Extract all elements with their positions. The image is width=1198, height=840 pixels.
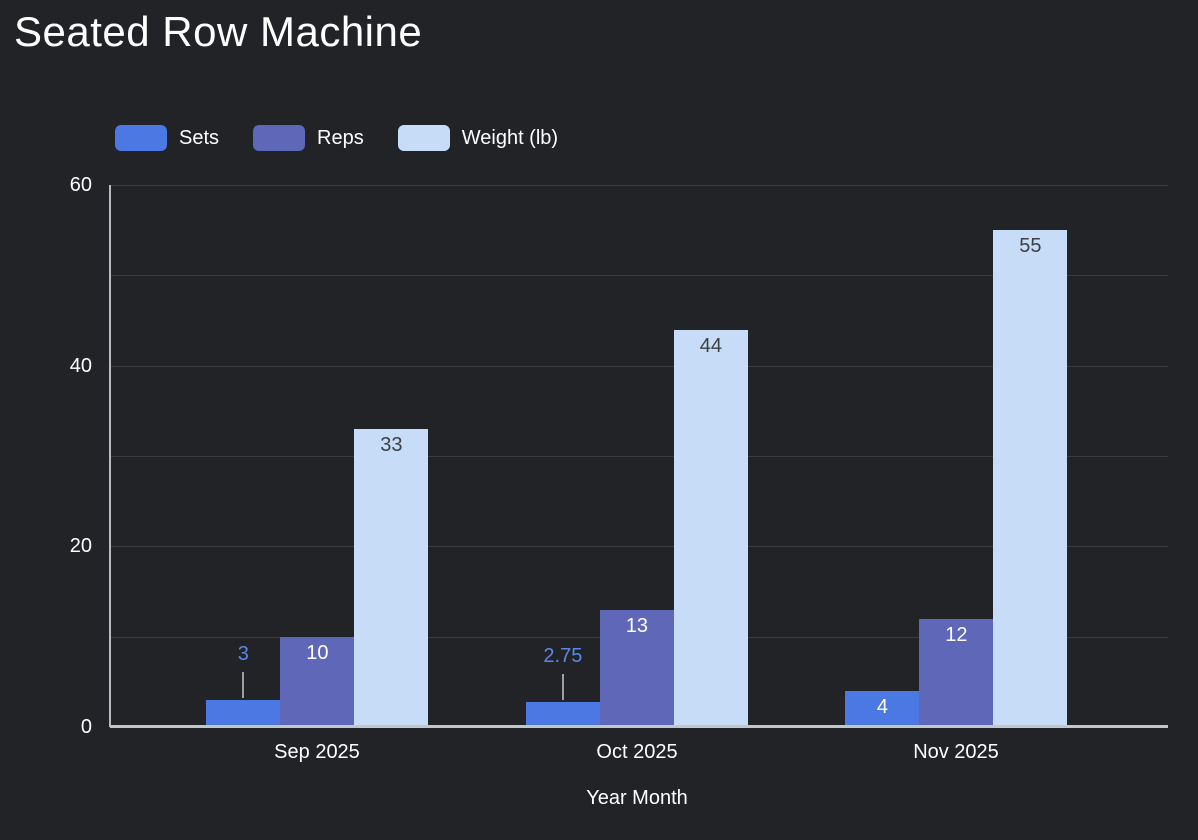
annotation-reps-sep-2025: 10 [306, 641, 329, 664]
y-axis-line [109, 185, 111, 727]
x-tick-label-sep-2025: Sep 2025 [274, 741, 360, 763]
plot-area: 3 10 33 2.75 13 44 4 12 55 [110, 185, 1168, 727]
bar-reps-nov-2025[interactable] [919, 618, 994, 727]
y-tick-label-20: 20 [69, 535, 92, 557]
x-axis-baseline [110, 725, 1168, 728]
bar-weight-lb-sep-2025[interactable] [354, 428, 429, 727]
weight-swatch-icon [397, 125, 450, 151]
gridline-40 [110, 365, 1168, 367]
x-tick-label-oct-2025: Oct 2025 [596, 741, 678, 763]
annotation-reps-nov-2025: 12 [945, 623, 968, 646]
legend-item-weight[interactable]: Weight (lb) [397, 125, 559, 151]
annotation-stem-sets-oct-2025 [561, 674, 564, 701]
annotation-stem-sets-sep-2025 [242, 671, 245, 698]
bar-sets-oct-2025[interactable] [525, 702, 600, 727]
bar-weight-lb-nov-2025[interactable] [993, 230, 1068, 727]
annotation-reps-oct-2025: 13 [625, 614, 648, 637]
legend-item-reps[interactable]: Reps [253, 125, 364, 151]
legend-label-weight: Weight (lb) [461, 126, 559, 149]
bar-sets-nov-2025[interactable] [845, 690, 920, 727]
gridline-30 [110, 456, 1168, 457]
annotation-weight-lb-nov-2025: 55 [1019, 235, 1042, 258]
annotation-sets-nov-2025: 4 [876, 695, 888, 718]
legend-label-sets: Sets [179, 126, 220, 149]
legend-item-sets[interactable]: Sets [115, 125, 219, 151]
bar-reps-sep-2025[interactable] [280, 636, 355, 727]
bar-sets-sep-2025[interactable] [206, 699, 281, 727]
annotation-sets-oct-2025: 2.75 [543, 645, 583, 668]
legend: Sets Reps Weight (lb) [115, 125, 558, 151]
x-tick-label-nov-2025: Nov 2025 [913, 741, 999, 763]
chart-title: Seated Row Machine [14, 8, 423, 55]
annotation-weight-lb-oct-2025: 44 [699, 334, 722, 357]
y-tick-label-60: 60 [69, 174, 92, 196]
x-axis-title: Year Month [586, 787, 688, 809]
bar-weight-lb-oct-2025[interactable] [673, 329, 748, 727]
y-tick-label-40: 40 [69, 355, 92, 377]
sets-swatch-icon [115, 125, 167, 151]
legend-label-reps: Reps [317, 126, 364, 149]
gridline-60 [110, 185, 1168, 186]
y-tick-label-0: 0 [80, 716, 92, 738]
gridline-50 [110, 275, 1168, 277]
gridline-20 [110, 546, 1168, 548]
annotation-weight-lb-sep-2025: 33 [380, 433, 403, 456]
annotation-sets-sep-2025: 3 [237, 642, 249, 665]
bar-reps-oct-2025[interactable] [599, 609, 674, 727]
reps-swatch-icon [253, 125, 306, 151]
